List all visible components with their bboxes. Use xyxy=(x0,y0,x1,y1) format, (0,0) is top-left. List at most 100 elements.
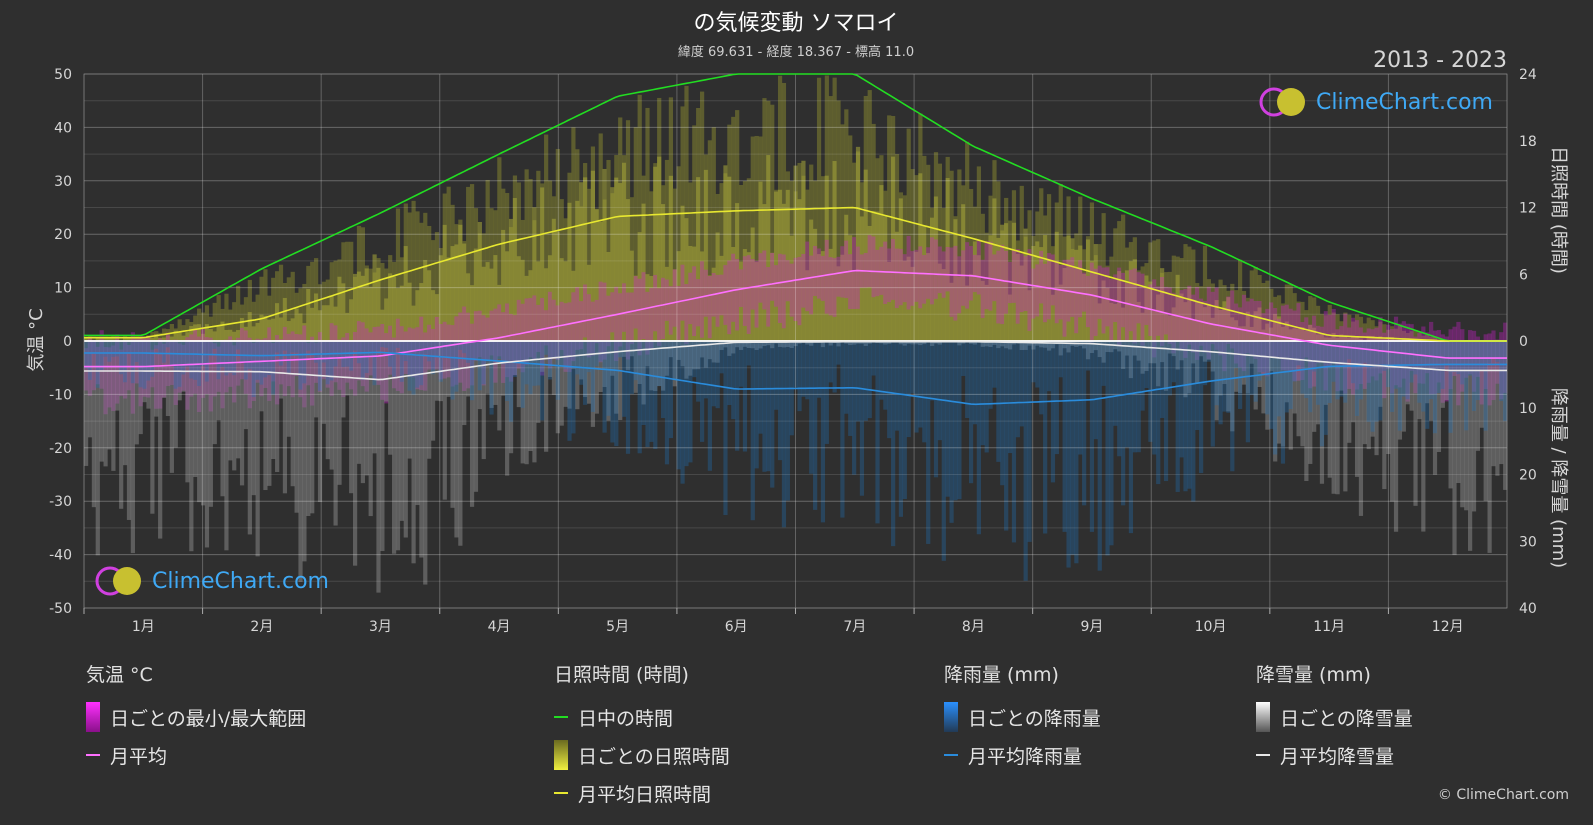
daily-rain-bar xyxy=(115,341,120,357)
daily-snow-bar xyxy=(1004,341,1009,349)
daily-sunshine-bar xyxy=(345,312,350,341)
daily-temp-range-bar xyxy=(1210,291,1215,345)
daily-sunshine-bar xyxy=(99,337,104,341)
daily-snow-bar xyxy=(540,341,545,372)
daily-rain-bar xyxy=(711,341,716,407)
daily-rain-bar xyxy=(793,341,798,388)
daily-rain-bar xyxy=(302,341,307,384)
month-tick-label: 3月 xyxy=(369,619,392,635)
daily-temp-range-bar xyxy=(832,258,837,317)
daily-sunshine-bar xyxy=(1136,301,1141,341)
daily-rain-bar xyxy=(758,341,763,434)
daily-rain-bar xyxy=(380,341,385,347)
daily-daylight-bar xyxy=(1351,321,1356,341)
daily-temp-range-bar xyxy=(614,286,619,361)
right-tick-label-precip: 40 xyxy=(1519,601,1537,617)
daily-rain-bar xyxy=(126,341,132,353)
daily-snow-bar xyxy=(1261,341,1266,414)
daily-temp-range-bar xyxy=(122,341,128,399)
daily-daylight-bar xyxy=(1386,329,1391,341)
daily-temp-range-bar xyxy=(1499,332,1504,400)
daily-snow-bar xyxy=(524,341,529,465)
daily-rain-bar xyxy=(278,341,284,366)
daily-temp-range-bar xyxy=(497,304,502,357)
daily-temp-range-bar xyxy=(1085,275,1091,328)
daily-snow-bar xyxy=(399,341,404,521)
daily-temp-range-bar xyxy=(1257,301,1262,373)
legend: 気温 °C 日ごとの最小/最大範囲 月平均 日照時間 (時間) 日中の時間 日ご… xyxy=(0,660,1593,820)
daily-sunshine-bar xyxy=(980,280,985,341)
daily-rain-bar xyxy=(1331,341,1336,382)
daily-daylight-bar xyxy=(699,91,705,341)
daily-rain-bar xyxy=(1015,341,1020,438)
daily-temp-range-bar xyxy=(1358,327,1364,384)
daily-sunshine-bar xyxy=(567,202,572,341)
daily-daylight-bar xyxy=(177,319,182,341)
daily-snow-bar xyxy=(1312,341,1317,432)
daily-sunshine-bar xyxy=(777,189,783,341)
daily-rain-bar xyxy=(1007,341,1013,454)
daily-sunshine-bar xyxy=(672,269,677,341)
daily-daylight-bar xyxy=(1253,267,1258,341)
daily-rain-bar xyxy=(914,341,919,433)
daily-temp-range-bar xyxy=(1046,253,1052,320)
daily-rain-bar xyxy=(501,341,506,365)
daily-daylight-bar xyxy=(1284,284,1289,341)
daily-sunshine-bar xyxy=(703,169,709,341)
daily-temp-range-bar xyxy=(399,326,404,394)
daily-temp-range-bar xyxy=(1436,330,1442,383)
daily-rain-bar xyxy=(961,341,966,376)
left-tick-label: -10 xyxy=(49,387,72,403)
daily-temp-range-bar xyxy=(664,279,670,321)
daily-snow-bar xyxy=(1050,341,1056,349)
daily-rain-bar xyxy=(134,341,139,363)
daily-rain-bar xyxy=(520,341,525,408)
daily-snow-bar xyxy=(115,341,120,411)
daily-sunshine-bar xyxy=(1191,319,1196,341)
daily-snow-bar xyxy=(758,341,763,349)
daily-rain-bar xyxy=(294,341,299,353)
daily-snow-bar xyxy=(1487,341,1492,553)
daily-rain-bar xyxy=(528,341,533,395)
daily-snow-bar xyxy=(657,341,662,387)
daily-temp-range-bar xyxy=(774,265,779,307)
daily-rain-bar xyxy=(91,341,96,354)
daily-snow-bar xyxy=(321,341,327,424)
daily-daylight-bar xyxy=(1237,259,1243,341)
daily-rain-bar xyxy=(462,341,467,354)
daily-temp-range-bar xyxy=(384,333,389,404)
daily-sunshine-bar xyxy=(376,267,381,341)
daily-temp-range-bar xyxy=(968,246,974,301)
daily-sunshine-bar xyxy=(415,290,420,341)
daily-temp-range-bar xyxy=(996,250,1001,324)
daily-snow-bar xyxy=(99,341,104,462)
daily-rain-bar xyxy=(310,341,315,355)
daily-snow-bar xyxy=(1464,341,1469,511)
daily-sunshine-bar xyxy=(1183,302,1188,341)
daily-rain-bar xyxy=(1140,341,1145,411)
daily-rain-bar xyxy=(828,341,833,383)
daily-daylight-bar xyxy=(731,116,736,342)
daily-sunshine-bar xyxy=(742,249,748,341)
daily-snow-bar xyxy=(314,341,319,418)
daily-temp-range-bar xyxy=(1152,279,1157,358)
daily-snow-bar xyxy=(528,341,533,452)
daily-sunshine-bar xyxy=(477,221,482,341)
daily-rain-bar xyxy=(1273,341,1278,455)
daily-rain-bar xyxy=(660,341,666,419)
daily-temp-range-bar xyxy=(1351,317,1356,395)
daily-daylight-bar xyxy=(536,170,541,341)
daily-snow-bar xyxy=(158,341,163,539)
right-tick-label-precip: 30 xyxy=(1519,534,1537,550)
daily-sunshine-bar xyxy=(855,146,861,341)
daily-temp-range-bar xyxy=(353,332,358,396)
daily-rain-bar xyxy=(540,341,545,421)
daily-temp-range-bar xyxy=(310,336,315,406)
daily-temp-range-bar xyxy=(688,272,693,325)
daily-temp-range-bar xyxy=(610,292,615,333)
daily-temp-range-bar xyxy=(423,332,428,391)
daily-temp-range-bar xyxy=(1148,284,1153,336)
daily-temp-range-bar xyxy=(680,264,685,321)
daily-sunshine-bar xyxy=(879,185,884,341)
daily-sunshine-bar xyxy=(520,259,525,341)
